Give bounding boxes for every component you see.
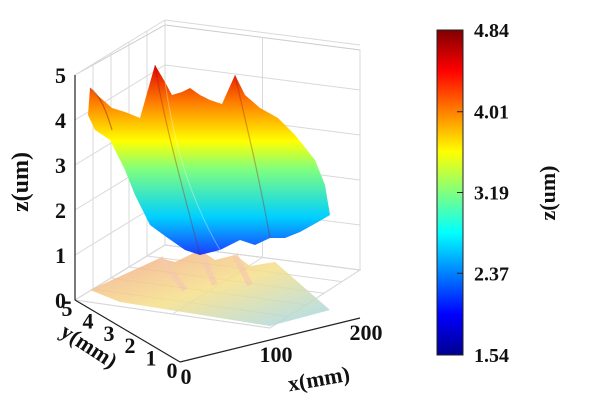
z-axis-label: z(um) <box>8 152 34 212</box>
colorbar-tick-label: 2.37 <box>474 263 509 285</box>
z-tick-label: 5 <box>55 63 66 88</box>
y-axis-line <box>74 299 181 363</box>
y-tick-label: 2 <box>125 333 136 358</box>
x-tick-label: 100 <box>260 342 293 367</box>
z-tick-label: 3 <box>55 153 66 178</box>
z-tick-label: 1 <box>55 243 66 268</box>
y-tick-label: 4 <box>83 308 94 333</box>
colorbar-tick-label: 4.01 <box>474 102 509 124</box>
grid-line <box>74 19 166 76</box>
axis-lines <box>74 75 361 363</box>
x-axis-label: x(mm) <box>286 361 352 396</box>
x-axis-line <box>179 317 361 363</box>
y-tick-label: 3 <box>104 321 115 346</box>
colorbar-ticks: 1.54 2.37 3.19 4.01 4.84 <box>457 20 509 367</box>
x-ticks: 0 100 200 <box>181 320 383 389</box>
colorbar: 1.54 2.37 3.19 4.01 4.84 z(um) <box>436 20 560 367</box>
x-tick-label: 200 <box>350 320 383 345</box>
z-tick-label: 2 <box>55 198 66 223</box>
y-tick-label: 0 <box>167 358 178 383</box>
z-tick-label: 0 <box>55 288 66 313</box>
projection-surface <box>90 250 330 326</box>
grid-line <box>164 19 361 46</box>
floor-projection <box>90 248 330 326</box>
z-tick-label: 4 <box>55 108 66 133</box>
colorbar-tick-label: 3.19 <box>474 183 509 205</box>
y-tick-label: 5 <box>62 296 73 321</box>
x-tick-label: 0 <box>181 364 192 389</box>
colorbar-tick-label: 1.54 <box>474 345 509 367</box>
colorbar-tick-label: 4.84 <box>474 20 509 42</box>
surface <box>88 64 330 256</box>
y-tick-label: 1 <box>146 346 157 371</box>
z-ticks: 0 1 2 3 4 5 <box>55 63 66 313</box>
grid-line <box>74 244 166 301</box>
colorbar-label: z(um) <box>535 166 560 221</box>
